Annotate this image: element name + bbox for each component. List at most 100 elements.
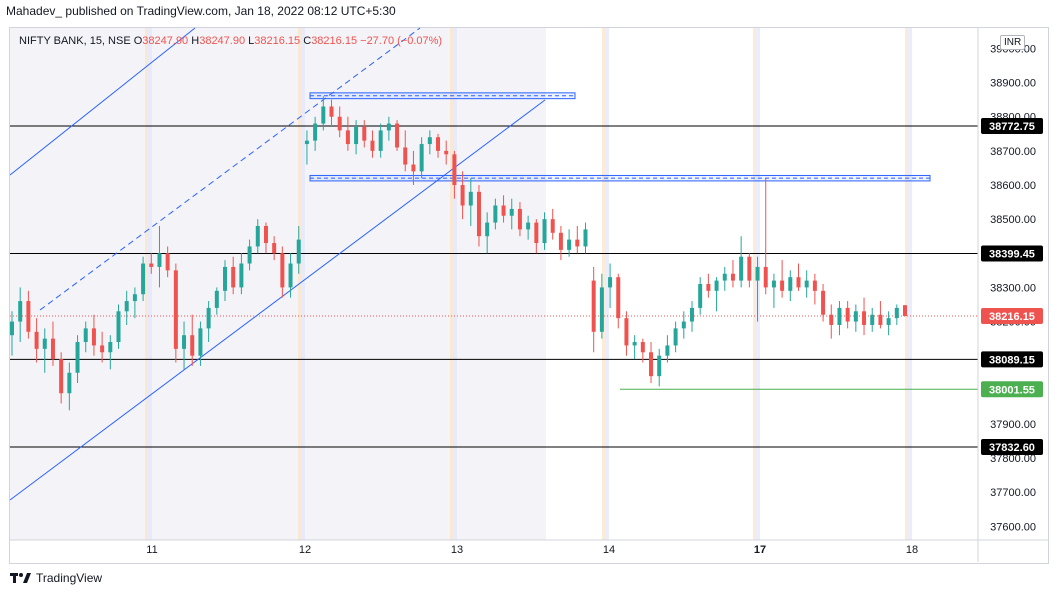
candle-body: [50, 338, 55, 360]
channel-mid-line: [39, 27, 421, 311]
candle-body: [788, 277, 793, 291]
candle-body: [198, 328, 203, 356]
candle-body: [280, 253, 285, 288]
candle-body: [517, 208, 522, 230]
session-band: [148, 28, 152, 540]
candle-body: [886, 318, 891, 325]
y-tick-label: 37600.00: [990, 521, 1036, 533]
publisher-name[interactable]: Mahadev_: [6, 4, 63, 18]
candle-body: [903, 305, 907, 317]
candle-body: [173, 270, 178, 349]
price-label-text: 38772.75: [989, 121, 1035, 133]
candle-body: [755, 266, 760, 281]
candle-body: [616, 277, 621, 319]
candle-body: [362, 126, 367, 141]
candle-body: [673, 328, 678, 346]
candle-body: [796, 277, 801, 288]
candle-body: [706, 284, 711, 291]
candle-body: [436, 137, 441, 151]
candle-body: [698, 284, 703, 308]
candle-body: [83, 328, 88, 343]
y-tick-label: 37700.00: [990, 487, 1036, 499]
candle-body: [476, 191, 481, 237]
candle-body: [26, 301, 31, 332]
candle-body: [599, 287, 604, 332]
currency-badge[interactable]: INR: [1000, 35, 1026, 50]
candle-body: [493, 205, 498, 223]
candle-body: [149, 263, 154, 267]
candle-body: [460, 185, 465, 206]
y-tick-label: 38900.00: [990, 78, 1036, 90]
chart-frame: [9, 27, 1049, 564]
open-label: O: [133, 35, 143, 47]
price-label-badge: [981, 381, 1043, 398]
price-label-badge: [981, 438, 1043, 455]
symbol-legend: NIFTY BANK, 15, NSE O38247.90 H38247.90 …: [19, 35, 442, 47]
x-tick-label: 17: [754, 544, 766, 556]
candle-body: [108, 342, 113, 353]
price-label-text: 38216.15: [989, 311, 1035, 323]
price-label-text: 38399.45: [989, 248, 1035, 260]
candle-body: [722, 273, 727, 281]
price-label-text: 37832.60: [989, 442, 1035, 454]
price-label-text: 38001.55: [989, 384, 1035, 396]
y-tick-label: 37800.00: [990, 453, 1036, 465]
session-band: [905, 28, 908, 540]
candle-body: [894, 307, 899, 319]
x-tick-label: 12: [299, 544, 311, 556]
candle-body: [509, 208, 514, 216]
candle-body: [239, 263, 244, 288]
candle-body: [329, 106, 334, 117]
candle-body: [411, 164, 416, 172]
candle-body: [837, 307, 842, 325]
change-value: −27.70 (−0.07%): [360, 35, 443, 47]
candle-body: [730, 273, 735, 281]
candle-body: [59, 359, 64, 394]
close-label: C: [303, 35, 312, 47]
candle-body: [354, 126, 359, 145]
candle-body: [304, 140, 309, 145]
candle-body: [681, 321, 686, 329]
session-band: [602, 28, 605, 540]
candle-body: [403, 147, 408, 165]
symbol-title[interactable]: NIFTY BANK, 15, NSE: [19, 35, 131, 47]
candle-body: [288, 263, 293, 288]
candle-body: [444, 150, 449, 155]
candle-body: [452, 154, 457, 186]
candle-body: [75, 342, 80, 373]
candle-body: [313, 123, 318, 141]
candle-body: [18, 301, 23, 322]
candle-body: [853, 311, 858, 322]
candle-body: [550, 219, 555, 233]
candle-body: [321, 106, 326, 124]
candle-body: [419, 144, 424, 172]
footer-brand-text[interactable]: TradingView: [36, 571, 103, 585]
price-label-badge: [981, 245, 1043, 262]
candle-body: [714, 280, 719, 291]
candle-body: [378, 130, 383, 151]
price-label-badge: [981, 118, 1043, 135]
candle-body: [190, 335, 195, 356]
candle-body: [845, 307, 850, 322]
candle-body: [739, 256, 744, 281]
published-line: Mahadev_ published on TradingView.com, J…: [6, 4, 396, 18]
session-band: [145, 28, 148, 540]
candle-body: [558, 232, 563, 250]
y-tick-label: 38600.00: [990, 180, 1036, 192]
candle-body: [878, 314, 883, 325]
high-value: 38247.90: [199, 35, 246, 47]
session-band: [908, 28, 912, 540]
candle-body: [157, 253, 162, 267]
candle-body: [182, 335, 187, 349]
candle-body: [763, 266, 768, 288]
candle-body: [649, 352, 654, 377]
candle-body: [116, 311, 121, 343]
candle-body: [829, 314, 834, 325]
candle-body: [370, 140, 375, 151]
session-band: [453, 28, 457, 540]
candle-body: [231, 266, 236, 288]
candle-body: [804, 280, 809, 288]
candle-body: [91, 328, 96, 346]
candle-body: [870, 314, 875, 325]
